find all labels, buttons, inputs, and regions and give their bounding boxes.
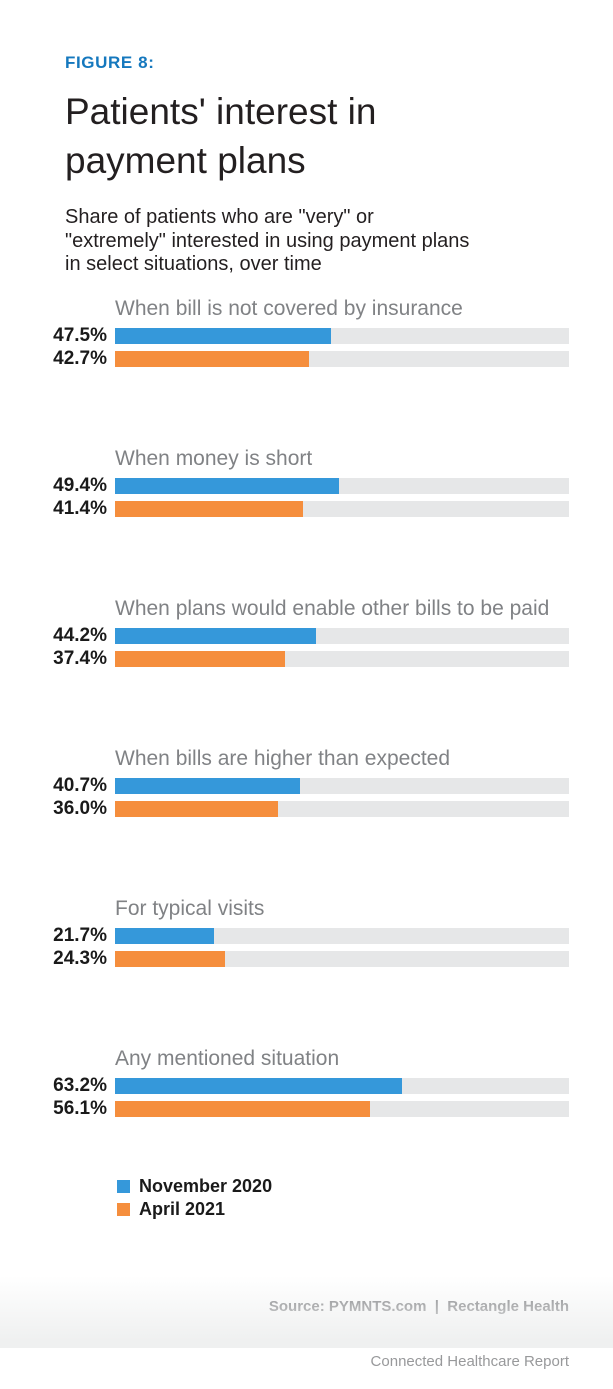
bar-row: 56.1% (36, 1098, 569, 1119)
report-line: Connected Healthcare Report (370, 1353, 569, 1370)
bar-row: 36.0% (36, 798, 569, 819)
bar-chart: When bill is not covered by insurance 47… (36, 297, 569, 1202)
bar-group-bars: 40.7% 36.0% (36, 775, 569, 824)
bar-group-bars: 49.4% 41.4% (36, 475, 569, 524)
bar-track (115, 778, 569, 794)
bar-fill (115, 778, 300, 794)
bar-track (115, 1101, 569, 1117)
bar-track (115, 801, 569, 817)
bar-group-label: When bills are higher than expected (115, 747, 451, 770)
legend-label: November 2020 (139, 1176, 273, 1196)
bar-group-bars: 47.5% 42.7% (36, 325, 569, 374)
bar-group: When bill is not covered by insurance 47… (36, 297, 569, 452)
chart-header: FIGURE 8: Patients' interest in payment … (65, 53, 573, 277)
legend-label: April 2021 (139, 1199, 226, 1219)
bar-fill (115, 478, 340, 494)
bar-group-label: When plans would enable other bills to b… (115, 597, 550, 620)
bar-track (115, 951, 569, 967)
bar-value-label: 44.2% (53, 625, 107, 646)
chart-title: Patients' interest in payment plans (65, 91, 377, 181)
bar-group-label: When money is short (115, 447, 313, 470)
bar-fill (115, 501, 303, 517)
bar-fill (115, 351, 309, 367)
bar-row: 41.4% (36, 498, 569, 519)
bar-group: When bills are higher than expected 40.7… (36, 747, 569, 902)
bar-group-bars: 21.7% 24.3% (36, 925, 569, 974)
bar-track (115, 628, 569, 644)
bar-value-label: 41.4% (53, 498, 107, 519)
bar-track (115, 501, 569, 517)
legend-item-april-2021: April 2021 (117, 1198, 272, 1221)
bar-group-bars: 63.2% 56.1% (36, 1075, 569, 1124)
bar-fill (115, 1078, 402, 1094)
bar-group: When plans would enable other bills to b… (36, 597, 569, 752)
bar-value-label: 63.2% (53, 1075, 107, 1096)
bar-group: Any mentioned situation 63.2% 56.1% (36, 1047, 569, 1202)
bar-value-label: 47.5% (53, 325, 107, 346)
bar-value-label: 37.4% (53, 648, 107, 669)
bar-group: When money is short 49.4% 41.4% (36, 447, 569, 602)
bar-group-label: Any mentioned situation (115, 1047, 340, 1070)
bar-track (115, 928, 569, 944)
bar-row: 63.2% (36, 1075, 569, 1096)
bar-fill (115, 951, 226, 967)
bar-track (115, 1078, 569, 1094)
bar-group-label: For typical visits (115, 897, 265, 920)
bar-row: 24.3% (36, 948, 569, 969)
bar-value-label: 21.7% (53, 925, 107, 946)
figure-number-label: FIGURE 8: (65, 53, 155, 72)
bar-row: 49.4% (36, 475, 569, 496)
legend-swatch-blue (117, 1180, 130, 1193)
bar-group: For typical visits 21.7% 24.3% (36, 897, 569, 1052)
bar-value-label: 56.1% (53, 1098, 107, 1119)
bar-fill (115, 801, 279, 817)
bar-value-label: 36.0% (53, 798, 107, 819)
bar-fill (115, 1101, 370, 1117)
bar-value-label: 40.7% (53, 775, 107, 796)
bar-fill (115, 328, 331, 344)
bar-row: 42.7% (36, 348, 569, 369)
bar-row: 40.7% (36, 775, 569, 796)
bar-fill (115, 628, 316, 644)
bar-track (115, 651, 569, 667)
chart-subtitle: Share of patients who are "very" or "ext… (65, 206, 470, 275)
bottom-gradient (0, 1276, 613, 1348)
bar-fill (115, 651, 285, 667)
bar-row: 47.5% (36, 325, 569, 346)
bar-value-label: 42.7% (53, 348, 107, 369)
bar-row: 44.2% (36, 625, 569, 646)
bar-track (115, 328, 569, 344)
legend-swatch-orange (117, 1203, 130, 1216)
chart-legend: November 2020 April 2021 (117, 1175, 272, 1221)
bar-group-bars: 44.2% 37.4% (36, 625, 569, 674)
bar-row: 37.4% (36, 648, 569, 669)
bar-track (115, 351, 569, 367)
bar-track (115, 478, 569, 494)
bar-row: 21.7% (36, 925, 569, 946)
bar-value-label: 49.4% (53, 475, 107, 496)
bar-value-label: 24.3% (53, 948, 107, 969)
bar-fill (115, 928, 214, 944)
legend-item-november-2020: November 2020 (117, 1175, 272, 1198)
bar-group-label: When bill is not covered by insurance (115, 297, 463, 320)
